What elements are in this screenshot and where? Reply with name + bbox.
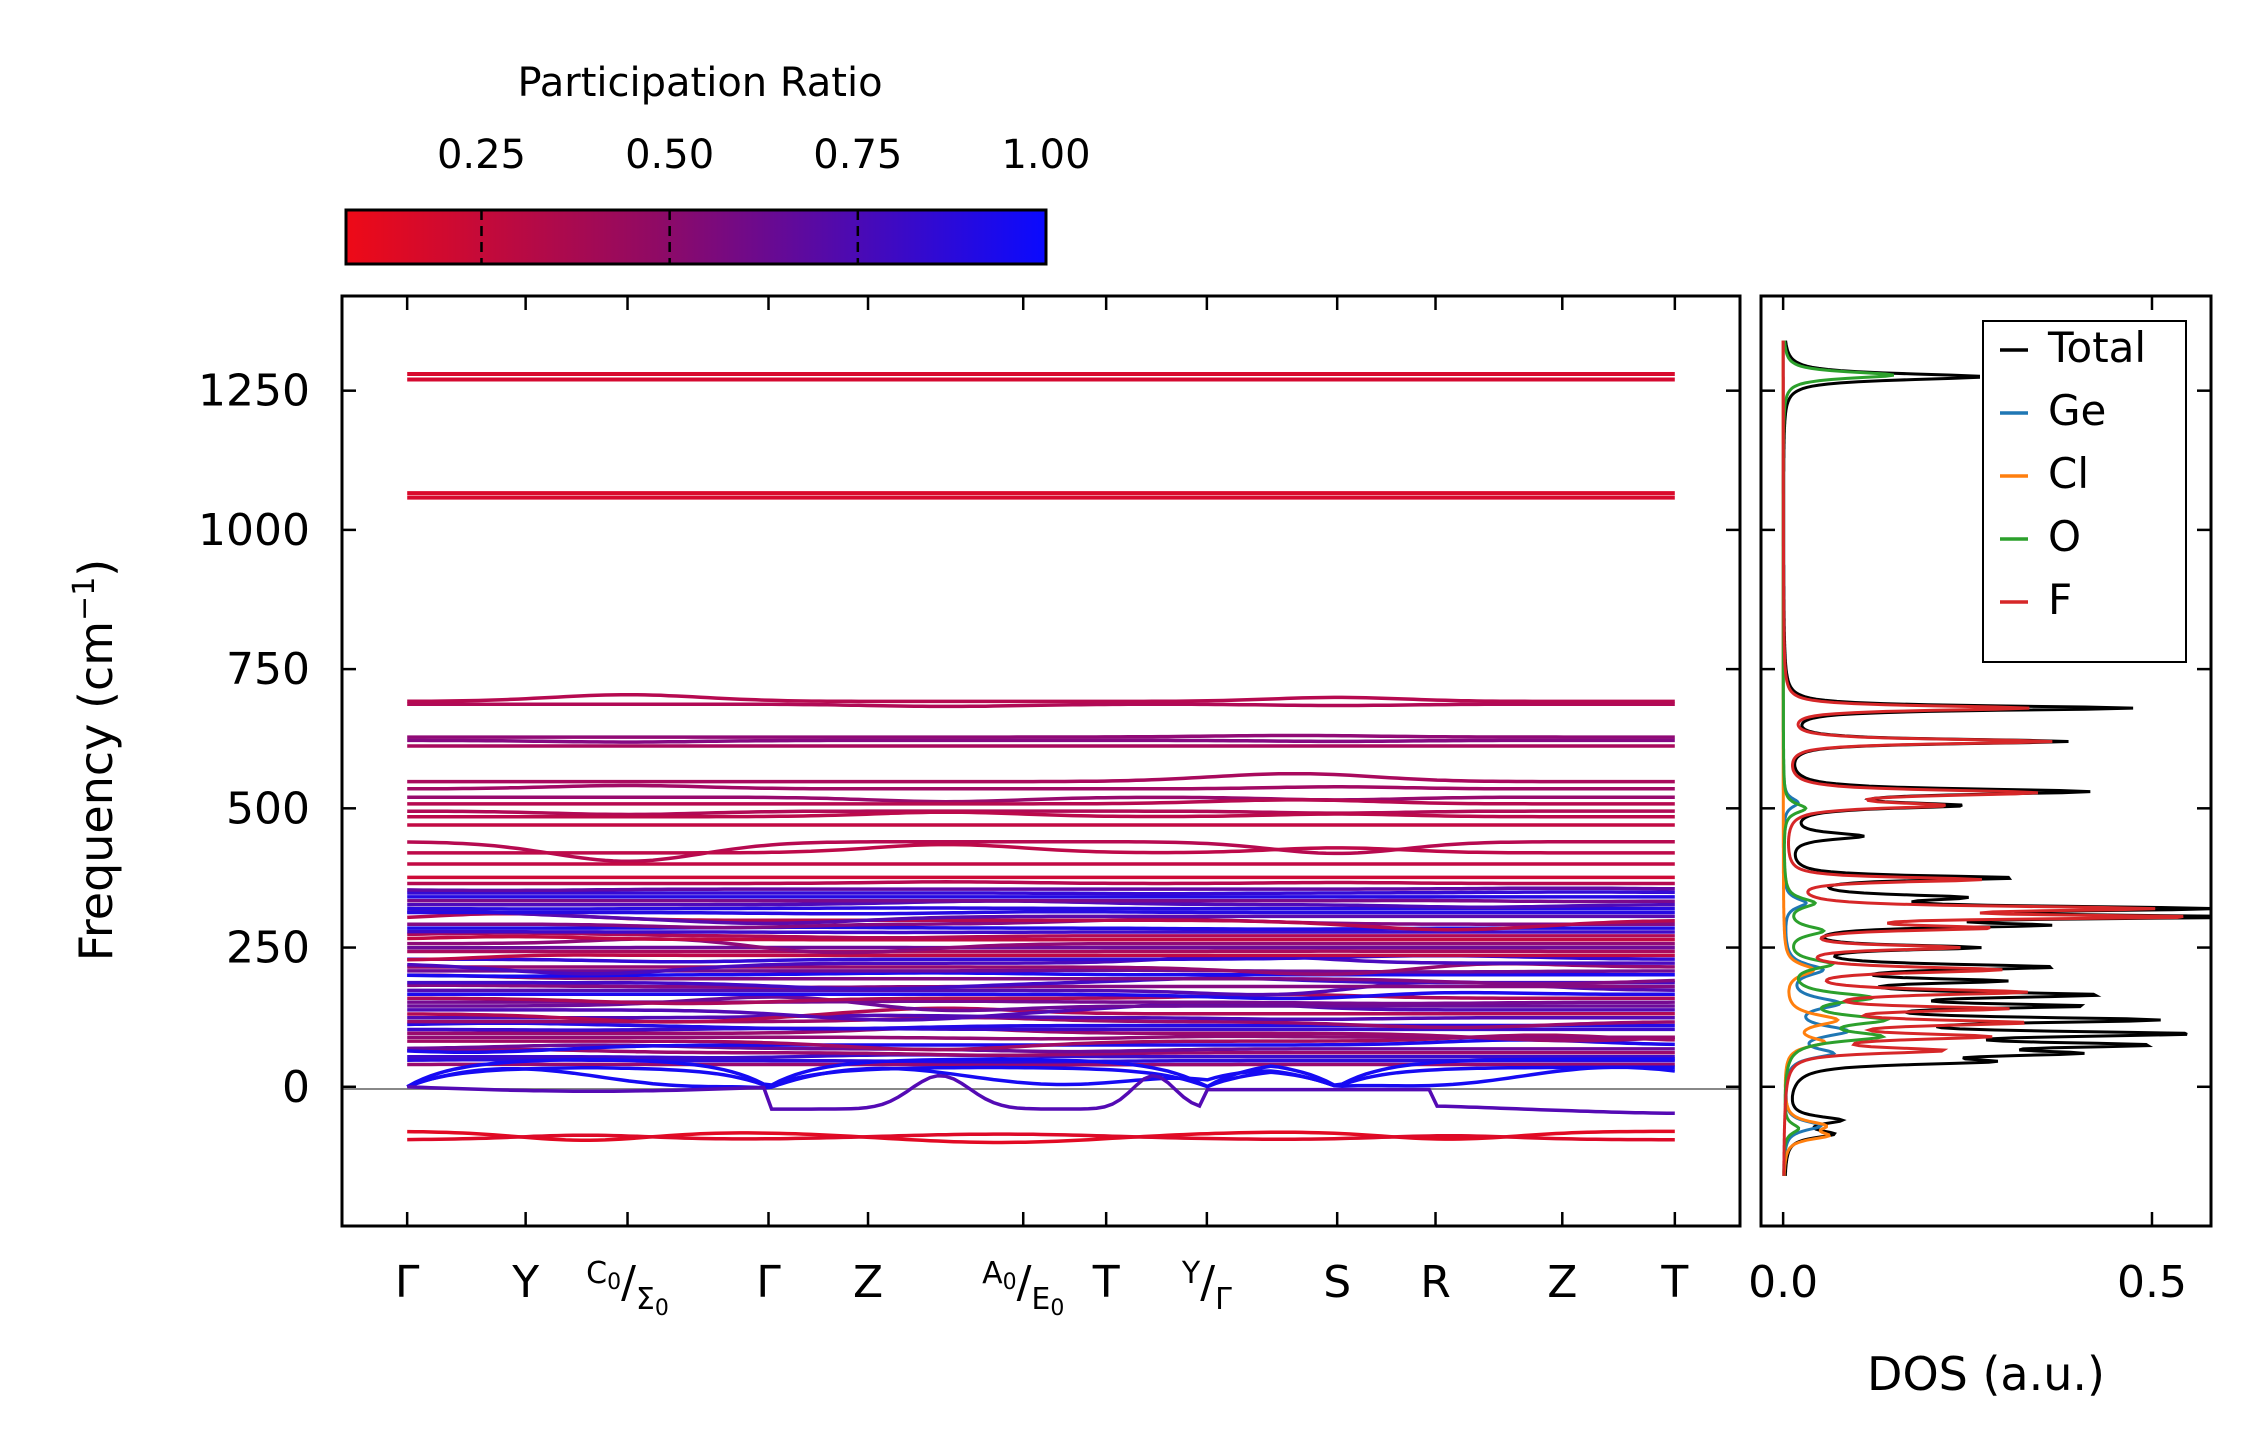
high-symmetry-label: T: [1660, 1257, 1688, 1308]
y-tick-label: 250: [226, 923, 310, 974]
legend-label: F: [2048, 575, 2072, 624]
high-symmetry-label: Z: [1547, 1257, 1577, 1308]
band-structure-panel: 0 250 500 750 1000 1250 Γ Y C0/Σ0 Γ Z A0/E0 T Y/Γ S R Z…: [67, 294, 1742, 1321]
y-tick-label: 500: [226, 783, 310, 834]
high-symmetry-label: A0/E0: [982, 1256, 1064, 1321]
legend-frame: [1982, 320, 2187, 663]
y-tick-label: 0: [282, 1062, 310, 1113]
colorbar-tick-label: 0.25: [437, 132, 526, 178]
colorbar-gradient: [344, 208, 1048, 266]
imaginary-band: [407, 1129, 1675, 1145]
dos-series-f: [1781, 340, 2184, 1176]
high-symmetry-label: T: [1092, 1257, 1120, 1308]
y-axis-label: Frequency (cm−1): [67, 559, 123, 962]
colorbar-tick-label: 1.00: [1001, 132, 1090, 178]
phonon-band: [407, 1026, 1675, 1043]
high-symmetry-label: S: [1323, 1257, 1351, 1308]
high-symmetry-label: Y/Γ: [1181, 1256, 1232, 1317]
phonon-band: [407, 1013, 1675, 1022]
phonon-band: [407, 983, 1675, 990]
acoustic-band: [406, 1057, 1675, 1089]
phonon-band: [407, 1026, 1675, 1032]
dos-panel: 0.0 0.5 DOS (a.u.) Total Ge Cl OF: [1748, 294, 2213, 1401]
y-tick-label: 750: [226, 644, 310, 695]
dos-x-tick-label: 0.0: [1748, 1257, 1818, 1308]
phonon-band: [407, 809, 1675, 817]
phonon-band: [407, 842, 1675, 855]
phonon-band: [407, 839, 1675, 863]
phonon-band: [407, 909, 1675, 926]
phonon-band: [407, 886, 1675, 893]
legend-label: Cl: [2048, 449, 2089, 498]
y-tick-label: 1250: [198, 366, 310, 417]
legend-label: Total: [2047, 323, 2146, 372]
phonon-band: [407, 995, 1675, 1013]
phonon-band: [407, 1047, 1675, 1058]
phonon-band: [407, 953, 1675, 976]
phonon-band: [407, 880, 1675, 886]
colorbar-title: Participation Ratio: [517, 60, 882, 106]
phonon-band: [407, 990, 1675, 1001]
dos-x-tick-label: 0.5: [2117, 1257, 2187, 1308]
colorbar: Participation Ratio 0.25 0.50 0.75 1.00: [344, 60, 1091, 266]
phonon-band: [407, 733, 1675, 739]
high-symmetry-label: Γ: [395, 1257, 420, 1308]
phonon-band: [407, 971, 1675, 978]
dos-legend: Total Ge Cl OF: [1982, 320, 2187, 663]
phonon-band: [407, 968, 1675, 974]
phonon-band: [407, 810, 1675, 819]
phonon-band: [407, 738, 1675, 744]
dos-x-axis-label: DOS (a.u.): [1867, 1347, 2105, 1401]
phonon-band: [407, 909, 1675, 916]
phonon-band: [407, 771, 1675, 784]
phonon-band: [407, 934, 1675, 942]
phonon-band: [407, 973, 1675, 986]
phonon-band: [407, 898, 1675, 904]
acoustic-band: [406, 1065, 1675, 1089]
high-symmetry-label: Y: [511, 1257, 539, 1308]
colorbar-tick-label: 0.50: [625, 132, 714, 178]
phonon-band: [407, 1021, 1675, 1031]
high-symmetry-label: C0/Σ0: [586, 1256, 669, 1321]
phonon-band: [407, 961, 1675, 976]
legend-label: Ge: [2048, 386, 2106, 435]
phonon-band: [407, 929, 1675, 935]
high-symmetry-label: Z: [853, 1257, 883, 1308]
high-symmetry-label: Γ: [756, 1257, 781, 1308]
y-tick-label: 1000: [198, 505, 310, 556]
phonon-band: [407, 1001, 1675, 1022]
phonon-band: [407, 931, 1675, 940]
band-panel-frame: [340, 294, 1742, 1228]
phonon-band: [407, 953, 1675, 962]
phonon-band: [407, 692, 1675, 704]
phonon-band: [407, 783, 1675, 791]
phonon-band: [407, 917, 1675, 930]
phonon-band: [407, 890, 1675, 896]
soft-mode-band: [407, 1073, 1675, 1116]
acoustic-band: [406, 1065, 1675, 1090]
high-symmetry-label: R: [1420, 1257, 1451, 1308]
legend-label: O: [2048, 512, 2081, 561]
phonon-band: [407, 992, 1675, 1006]
imaginary-band: [407, 1132, 1675, 1142]
phonon-band: [407, 798, 1675, 806]
phonon-band: [407, 702, 1675, 709]
colorbar-tick-label: 0.75: [813, 132, 902, 178]
dos-series-o: [1781, 340, 1894, 1177]
dos-panel-frame: [1759, 294, 2213, 1228]
phonon-band: [407, 795, 1675, 804]
